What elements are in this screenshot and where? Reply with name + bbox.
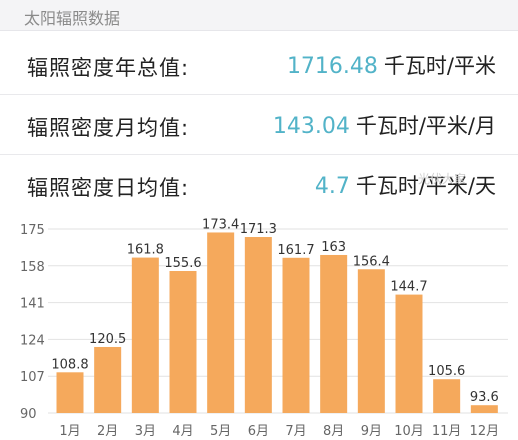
stat-unit: 千瓦时/平米 — [383, 54, 496, 78]
stat-label: 辐照密度月均值: — [27, 116, 190, 140]
x-tick-label: 4月 — [172, 424, 193, 439]
bar-value-label: 108.8 — [51, 357, 88, 372]
x-tick-label: 1月 — [59, 424, 80, 439]
stat-label: 辐照密度年总值: — [27, 56, 190, 80]
x-tick-label: 10月 — [394, 424, 424, 439]
bar — [94, 346, 122, 413]
bar — [320, 254, 348, 413]
stat-row-daily-average: 辐照密度日均值: 4.7 千瓦时/平米/天 — [0, 156, 518, 214]
x-tick-label: 3月 — [135, 424, 156, 439]
bar — [433, 379, 461, 413]
monthly-irradiation-bar-chart: 175 158 141 124 107 90 108.8 1月 120.5 2月 161.8 3月 15… — [20, 217, 508, 439]
x-tick-label: 12月 — [470, 424, 500, 439]
stat-unit: 千瓦时/平米/天 — [355, 174, 496, 198]
stat-label: 辐照密度日均值: — [27, 176, 190, 200]
x-tick-label: 11月 — [432, 424, 462, 439]
bar-value-label: 105.6 — [428, 364, 465, 379]
bar-value-label: 155.6 — [164, 256, 201, 271]
bar-value-label: 173.4 — [202, 217, 239, 232]
bar — [470, 405, 498, 413]
bar — [395, 294, 423, 413]
x-tick-label: 9月 — [361, 424, 382, 439]
bar-value-label: 163 — [321, 240, 346, 255]
stat-value: 1716.48 — [286, 54, 378, 79]
y-tick-label: 107 — [20, 370, 45, 385]
bar-value-label: 161.8 — [127, 243, 164, 258]
bar — [207, 232, 235, 413]
bar-value-label: 171.3 — [240, 222, 277, 237]
x-tick-label: 6月 — [248, 424, 269, 439]
y-tick-label: 124 — [20, 333, 45, 348]
bar — [169, 270, 197, 413]
bar — [357, 269, 385, 413]
bar-value-label: 93.6 — [470, 390, 499, 405]
x-tick-label: 2月 — [97, 424, 118, 439]
stat-value-group: 143.04 千瓦时/平米/月 — [273, 110, 496, 140]
y-tick-label: 158 — [20, 260, 45, 275]
bar — [131, 257, 159, 413]
stat-value: 4.7 — [314, 174, 350, 199]
x-tick-label: 5月 — [210, 424, 231, 439]
x-tick-label: 8月 — [323, 424, 344, 439]
stat-row-annual-total: 辐照密度年总值: 1716.48 千瓦时/平米 — [0, 36, 518, 95]
stat-unit: 千瓦时/平米/月 — [355, 114, 496, 138]
watermark-text: 光伏大家 — [418, 172, 467, 186]
section-header: 太阳辐照数据 — [0, 0, 518, 31]
bar-value-label: 156.4 — [353, 254, 390, 269]
y-tick-label: 175 — [20, 223, 45, 238]
stat-value-group: 4.7 千瓦时/平米/天 — [315, 170, 496, 200]
bar-value-label: 120.5 — [89, 332, 126, 347]
bar-value-label: 144.7 — [390, 280, 427, 295]
bar — [244, 237, 272, 413]
bar — [282, 257, 310, 413]
y-tick-label: 141 — [20, 297, 45, 312]
x-tick-label: 7月 — [285, 424, 306, 439]
stat-value: 143.04 — [272, 114, 350, 139]
bar-value-label: 161.7 — [277, 243, 314, 258]
stat-value-group: 1716.48 千瓦时/平米 — [287, 50, 496, 80]
stat-row-monthly-average: 辐照密度月均值: 143.04 千瓦时/平米/月 — [0, 96, 518, 155]
section-title: 太阳辐照数据 — [24, 9, 121, 28]
y-tick-label: 90 — [20, 407, 37, 422]
bar — [56, 372, 84, 413]
